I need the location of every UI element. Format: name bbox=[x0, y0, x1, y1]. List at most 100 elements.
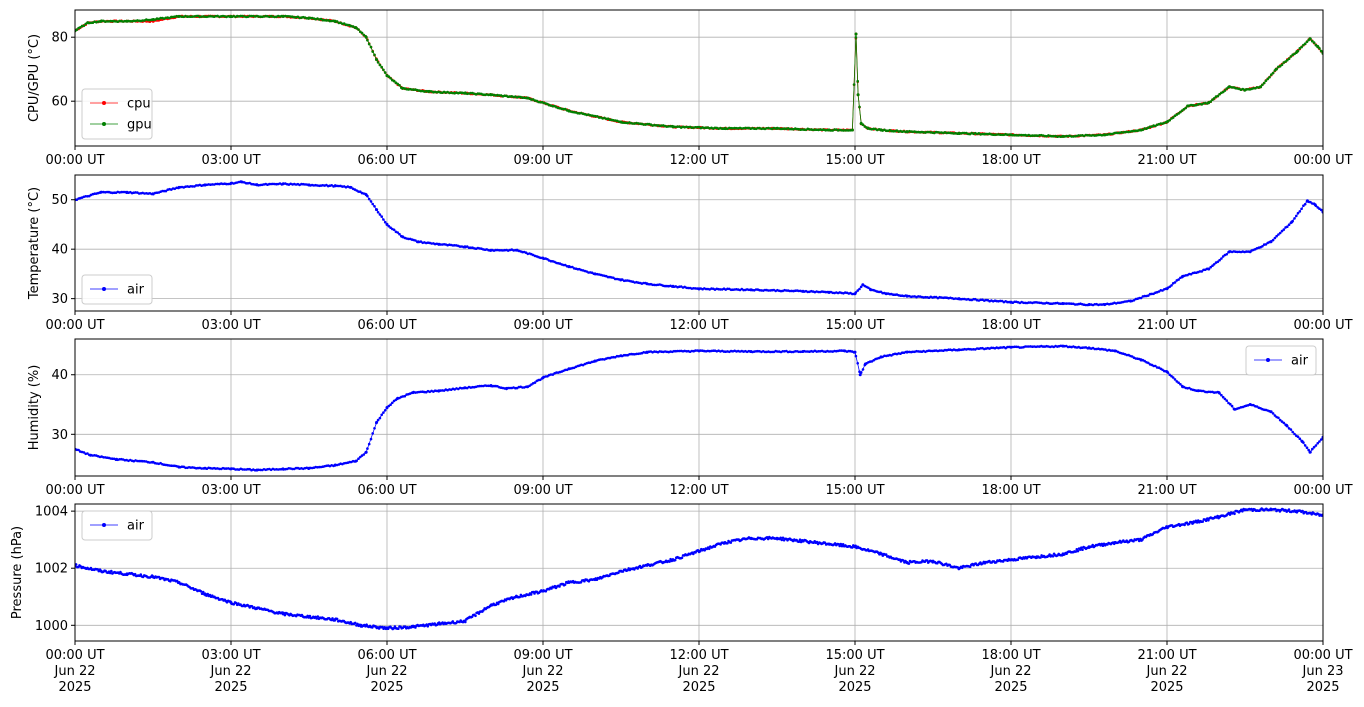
data-point bbox=[157, 575, 161, 579]
data-point bbox=[1316, 442, 1319, 445]
data-point bbox=[541, 256, 545, 260]
data-point bbox=[1051, 555, 1055, 558]
data-point bbox=[1103, 133, 1107, 137]
data-point bbox=[1269, 508, 1273, 512]
data-point bbox=[1175, 380, 1179, 383]
data-point bbox=[364, 450, 368, 454]
data-point bbox=[110, 569, 113, 573]
data-point bbox=[354, 459, 358, 463]
x-tick-label: 2025 bbox=[682, 680, 715, 695]
x-tick-label: 12:00 UT bbox=[669, 318, 728, 333]
data-point bbox=[622, 353, 626, 357]
data-point bbox=[115, 457, 119, 461]
y-tick-label: 1002 bbox=[35, 562, 68, 577]
data-point bbox=[1171, 116, 1175, 119]
data-point bbox=[801, 539, 805, 543]
data-point bbox=[1147, 294, 1150, 297]
data-point bbox=[838, 544, 841, 548]
data-point bbox=[335, 20, 339, 23]
x-tick-label: 06:00 UT bbox=[357, 648, 416, 663]
data-point bbox=[1241, 510, 1244, 513]
data-point bbox=[84, 195, 87, 198]
data-point bbox=[463, 245, 467, 249]
data-point bbox=[697, 349, 701, 353]
x-tick-label: 06:00 UT bbox=[357, 153, 416, 168]
data-point bbox=[396, 231, 400, 234]
data-point bbox=[364, 35, 368, 39]
series-air bbox=[75, 180, 1323, 307]
data-point bbox=[749, 288, 753, 292]
data-point bbox=[170, 15, 173, 19]
data-point bbox=[1198, 270, 1202, 273]
data-point bbox=[229, 467, 233, 471]
data-point bbox=[112, 191, 116, 194]
data-point bbox=[780, 538, 784, 542]
data-point bbox=[375, 208, 379, 212]
data-point bbox=[89, 453, 93, 457]
data-point bbox=[1278, 231, 1282, 235]
data-point bbox=[82, 24, 86, 28]
data-point bbox=[850, 546, 854, 549]
data-point bbox=[1305, 199, 1309, 203]
data-point bbox=[398, 84, 401, 87]
data-point bbox=[366, 447, 369, 450]
legend: air bbox=[1245, 345, 1317, 376]
data-point bbox=[729, 541, 733, 544]
data-point bbox=[804, 350, 808, 353]
data-point bbox=[1261, 83, 1264, 87]
data-point bbox=[489, 248, 493, 252]
data-point bbox=[852, 83, 856, 86]
data-point bbox=[229, 181, 233, 185]
data-point bbox=[853, 292, 857, 296]
data-point bbox=[281, 612, 285, 616]
data-point bbox=[854, 354, 858, 358]
data-point bbox=[1248, 403, 1252, 406]
x-tick-label: 03:00 UT bbox=[201, 318, 260, 333]
data-point bbox=[676, 125, 679, 128]
data-point bbox=[859, 122, 863, 126]
data-point bbox=[881, 291, 884, 295]
data-point bbox=[720, 127, 724, 130]
data-point bbox=[1093, 347, 1097, 351]
data-point bbox=[357, 28, 360, 31]
data-point bbox=[911, 350, 915, 354]
data-point bbox=[1227, 85, 1231, 89]
data-point bbox=[371, 50, 375, 53]
data-point bbox=[863, 362, 867, 366]
data-point bbox=[938, 131, 941, 134]
legend: air bbox=[81, 510, 153, 541]
legend-label-air: air bbox=[127, 283, 145, 298]
data-point bbox=[515, 248, 519, 252]
x-tick-label: 15:00 UT bbox=[825, 318, 884, 333]
data-point bbox=[858, 373, 862, 377]
data-point bbox=[593, 578, 597, 582]
data-point bbox=[333, 19, 337, 23]
data-point bbox=[1309, 200, 1312, 204]
data-point bbox=[411, 391, 415, 395]
data-point bbox=[1109, 132, 1113, 136]
data-point bbox=[177, 465, 181, 469]
x-tick-label: 03:00 UT bbox=[201, 153, 260, 168]
data-point bbox=[396, 82, 400, 86]
data-point bbox=[723, 541, 727, 544]
data-point bbox=[1282, 228, 1286, 231]
data-point bbox=[1289, 55, 1293, 58]
data-point bbox=[108, 571, 112, 575]
data-point bbox=[1009, 558, 1013, 562]
data-point bbox=[201, 590, 205, 594]
data-point bbox=[1031, 134, 1034, 137]
data-point bbox=[1261, 245, 1264, 248]
x-tick-label: 09:00 UT bbox=[513, 153, 572, 168]
x-tick-label: 2025 bbox=[370, 680, 403, 695]
data-point bbox=[255, 468, 259, 472]
data-point bbox=[905, 294, 909, 298]
data-point bbox=[1165, 120, 1169, 124]
data-point bbox=[1286, 225, 1289, 228]
data-point bbox=[362, 453, 366, 456]
data-point bbox=[485, 384, 489, 388]
y-tick-label: 40 bbox=[51, 368, 68, 383]
x-tick-label: 15:00 UT bbox=[825, 483, 884, 498]
data-point bbox=[82, 451, 86, 454]
data-point bbox=[593, 272, 597, 276]
